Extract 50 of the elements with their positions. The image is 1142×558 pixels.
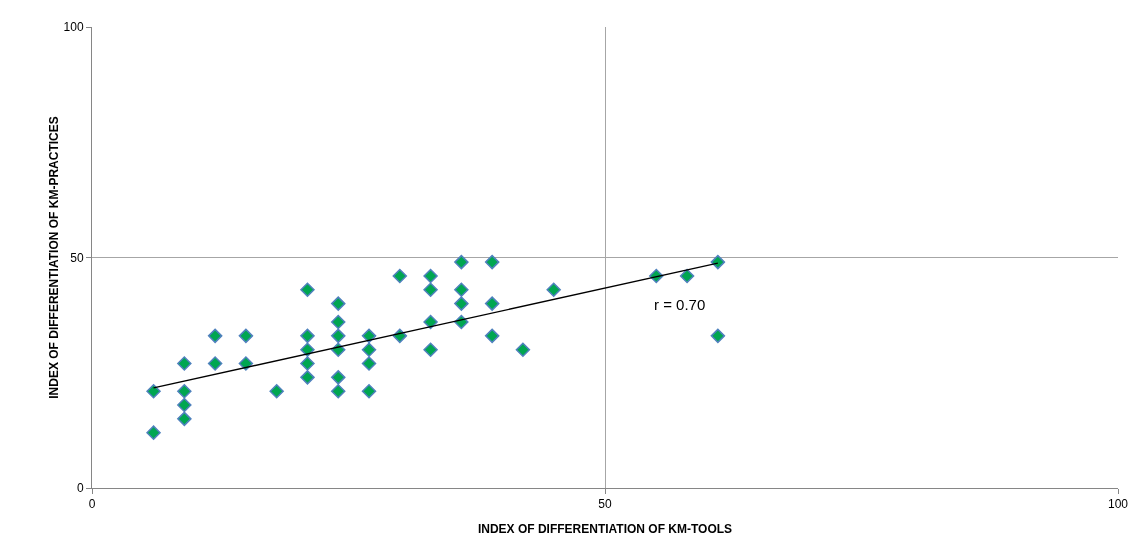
point [207, 328, 223, 344]
point [300, 370, 315, 385]
point [361, 356, 377, 371]
point [207, 356, 223, 371]
point [177, 383, 192, 399]
x-tick-label: 0 [88, 497, 96, 512]
point [454, 254, 469, 270]
point [238, 356, 254, 371]
point [177, 411, 192, 427]
y-tick-label: 50 [70, 250, 84, 265]
point [177, 397, 192, 413]
point [515, 342, 531, 357]
annotation: r = 0.70 [654, 296, 706, 313]
point [710, 328, 726, 344]
point [361, 383, 377, 399]
point [330, 296, 346, 311]
x-tick-label: 100 [1107, 497, 1129, 512]
point [177, 356, 192, 371]
point [238, 328, 254, 344]
x-axis-title: INDEX OF DIFFERENTIATION OF KM-TOOLS [477, 522, 733, 537]
point [300, 342, 315, 357]
point [423, 314, 438, 330]
point [546, 282, 561, 298]
point [710, 254, 726, 270]
point [454, 282, 469, 298]
point [484, 254, 500, 270]
point [679, 268, 695, 284]
point [423, 268, 438, 284]
x-tick-label: 50 [598, 497, 612, 512]
point [300, 328, 315, 344]
point [361, 342, 377, 357]
point [423, 282, 438, 298]
point [330, 383, 346, 399]
y-tick-label: 100 [63, 20, 84, 35]
point [146, 425, 161, 440]
point [454, 296, 469, 311]
point [300, 356, 315, 371]
point [269, 383, 284, 399]
point [330, 370, 346, 385]
point [423, 342, 438, 357]
point [330, 328, 346, 344]
y-tick-label: 0 [76, 481, 84, 496]
point [484, 328, 500, 344]
point [146, 383, 161, 399]
point [330, 314, 346, 330]
point [300, 282, 315, 298]
point [392, 268, 408, 284]
y-axis-title: INDEX OF DIFFERENTIATION OF KM-PRACTICES [47, 116, 61, 399]
point [484, 296, 500, 311]
point [361, 328, 377, 344]
